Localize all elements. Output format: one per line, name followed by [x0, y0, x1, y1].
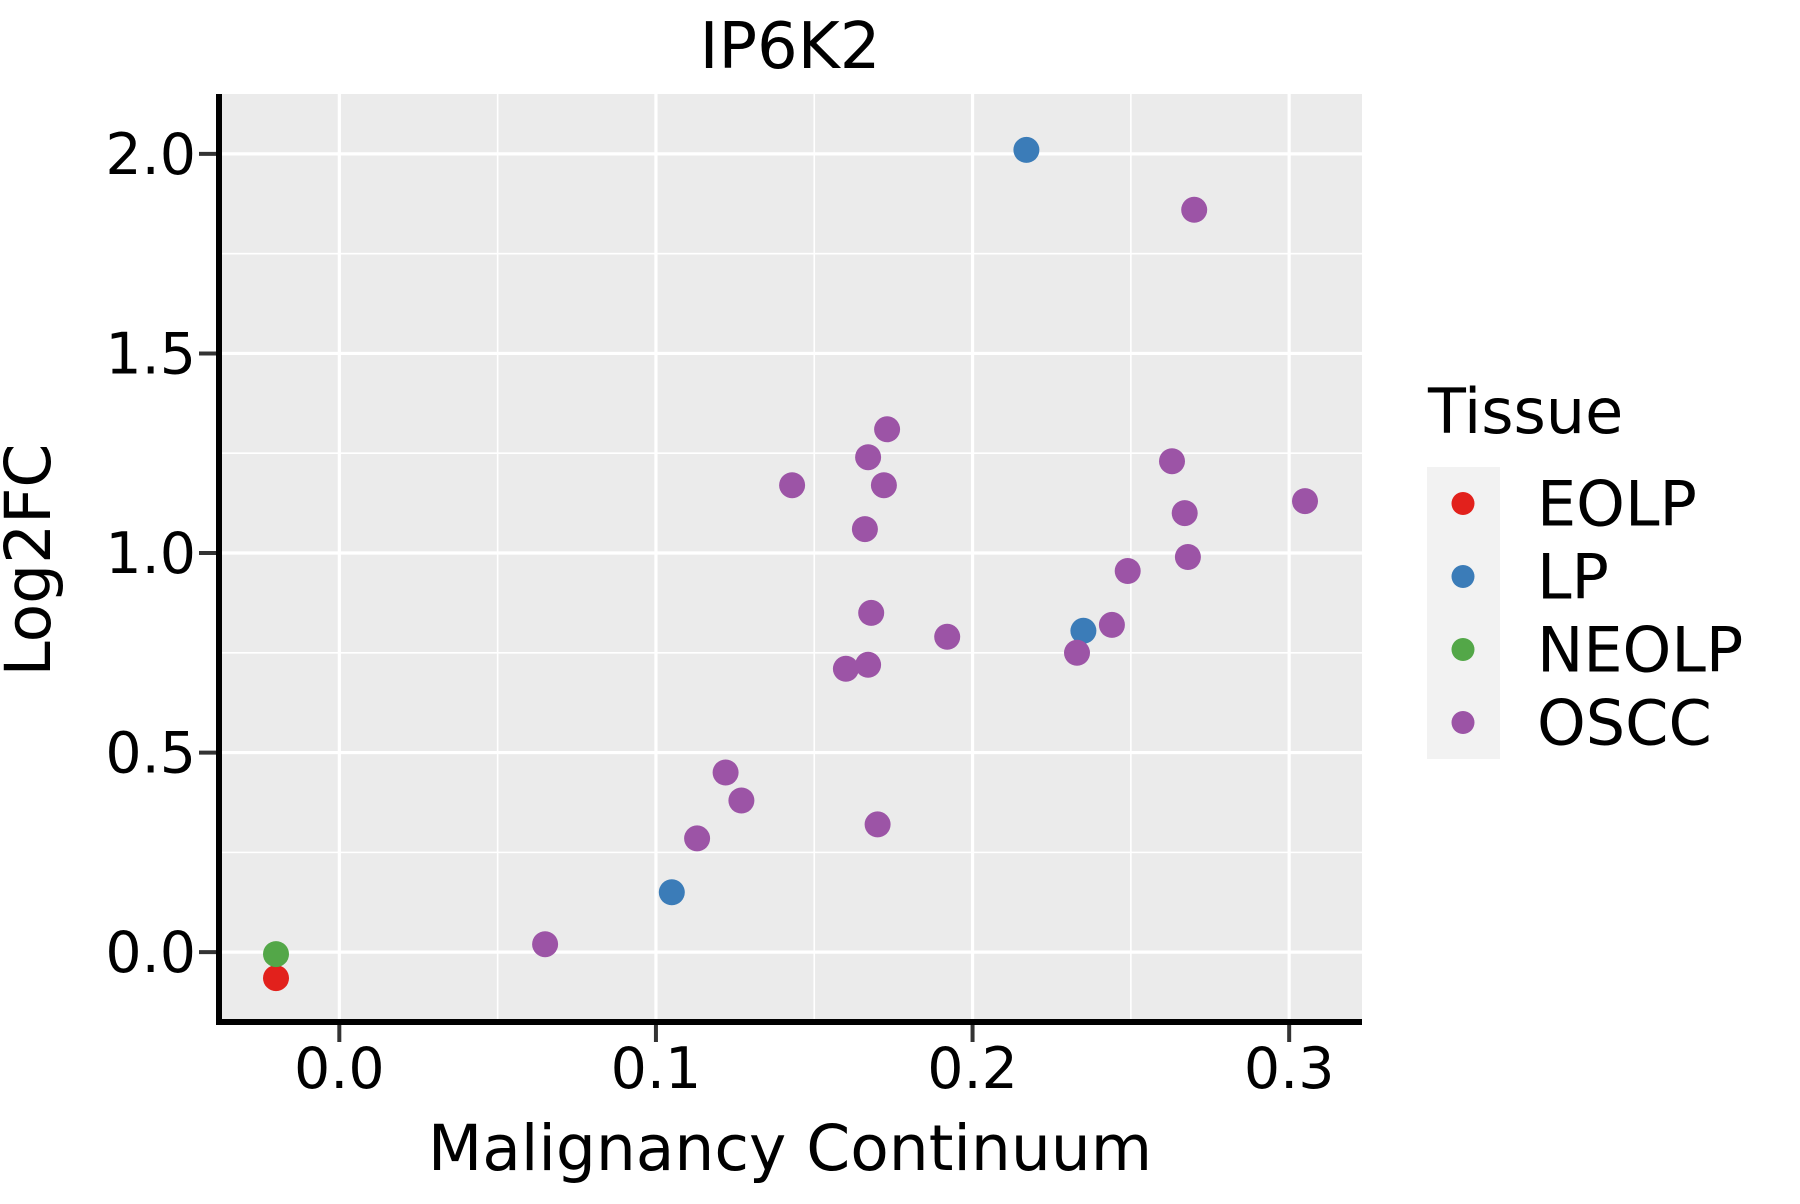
- y-tick-label: 2.0: [105, 122, 196, 188]
- data-point-oscc: [532, 931, 559, 958]
- data-point-oscc: [1174, 544, 1201, 570]
- legend-color-dot: [1451, 565, 1475, 588]
- data-point-oscc: [934, 623, 961, 650]
- y-axis-label: Log2FC: [0, 444, 65, 677]
- data-point-oscc: [712, 759, 739, 786]
- data-point-oscc: [779, 472, 806, 499]
- legend-item: EOLP: [1427, 467, 1697, 541]
- y-tick-label: 0.0: [105, 920, 196, 986]
- legend-item-label: EOLP: [1537, 468, 1697, 541]
- data-point-oscc: [851, 516, 878, 543]
- x-tick-label: 0.1: [611, 1036, 702, 1102]
- data-point-oscc: [728, 787, 755, 814]
- data-point-oscc: [855, 444, 882, 471]
- chart-title: IP6K2: [700, 10, 881, 84]
- x-axis-label: Malignancy Continuum: [428, 1112, 1152, 1185]
- legend-item: NEOLP: [1427, 613, 1743, 687]
- legend-item-label: OSCC: [1537, 687, 1712, 760]
- data-points: [263, 136, 1318, 992]
- data-point-oscc: [1292, 488, 1318, 515]
- y-tick-label: 1.5: [105, 321, 196, 387]
- legend-item-label: NEOLP: [1537, 614, 1743, 687]
- data-point-oscc: [1098, 611, 1125, 638]
- panel-background: [219, 94, 1362, 1022]
- gridlines: [219, 94, 1362, 1022]
- legend-color-dot: [1451, 638, 1475, 661]
- data-point-oscc: [1114, 558, 1141, 584]
- data-point-oscc: [874, 416, 901, 443]
- data-point-oscc: [855, 651, 882, 678]
- legend-item: LP: [1427, 540, 1609, 614]
- data-point-lp: [1013, 136, 1040, 163]
- x-tick-label: 0.3: [1244, 1036, 1335, 1102]
- axes: 0.0 0.1 0.2 0.3 0.0 0.5 1.0 1.5 2.0: [105, 94, 1362, 1102]
- data-point-neolp: [263, 941, 289, 968]
- data-point-oscc: [1159, 448, 1185, 475]
- legend-item-label: LP: [1537, 541, 1609, 614]
- data-point-oscc: [1064, 639, 1090, 666]
- legend-color-dot: [1451, 711, 1475, 734]
- legend-title: Tissue: [1427, 375, 1623, 448]
- data-point-lp: [1070, 617, 1097, 644]
- data-point-oscc: [858, 599, 885, 626]
- data-point-eolp: [263, 965, 289, 992]
- data-point-oscc: [684, 825, 711, 852]
- x-tick-label: 0.0: [294, 1036, 385, 1102]
- y-tick-label: 0.5: [105, 721, 196, 787]
- data-point-oscc: [864, 811, 891, 838]
- data-point-oscc: [1171, 500, 1198, 527]
- data-point-oscc: [832, 655, 859, 682]
- y-tick-label: 1.0: [105, 521, 196, 587]
- data-point-oscc: [1181, 196, 1208, 223]
- data-point-oscc: [870, 472, 897, 499]
- legend-color-dot: [1451, 492, 1475, 515]
- data-point-lp: [658, 879, 685, 906]
- legend-item: OSCC: [1427, 686, 1712, 760]
- x-tick-label: 0.2: [927, 1036, 1018, 1102]
